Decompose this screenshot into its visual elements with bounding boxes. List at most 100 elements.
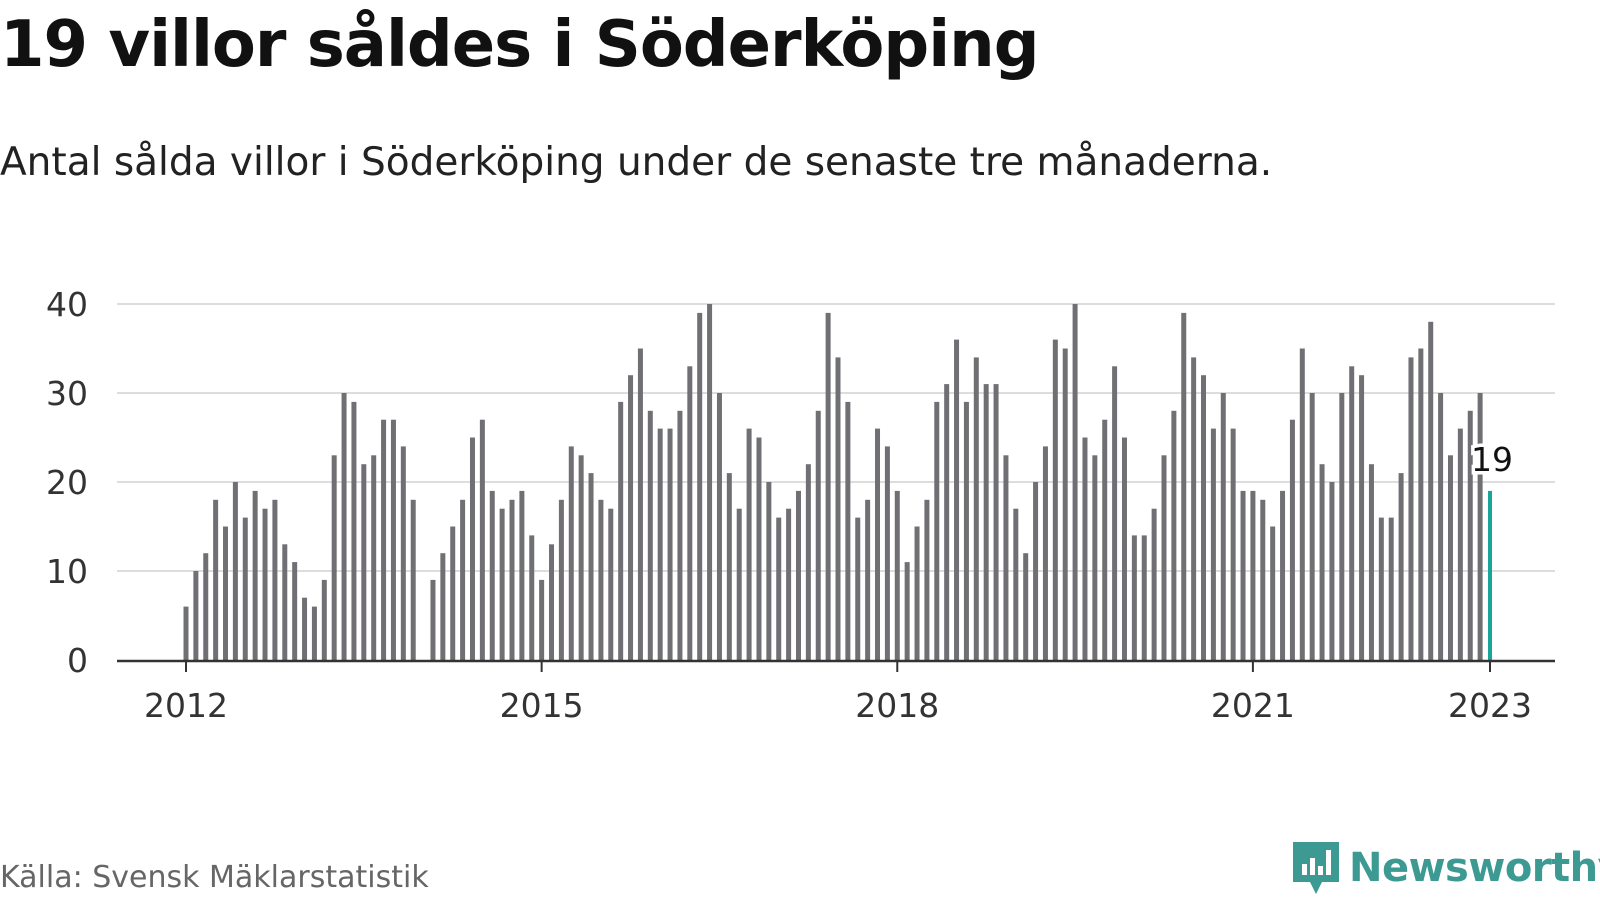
bar: [213, 499, 219, 660]
bar: [1477, 393, 1483, 660]
bar: [608, 508, 614, 660]
bar: [1171, 410, 1177, 660]
bar: [252, 490, 258, 660]
bar: [1319, 464, 1325, 660]
bar: [302, 597, 308, 660]
bar: [805, 464, 811, 660]
bar: [371, 455, 377, 660]
bar: [430, 579, 436, 660]
bar: [1388, 517, 1394, 660]
bar: [1418, 348, 1424, 660]
bar: [746, 428, 752, 660]
chart-subtitle: Antal sålda villor i Söderköping under d…: [0, 140, 1273, 185]
bar: [1447, 455, 1453, 660]
bar: [460, 499, 466, 660]
bar: [786, 508, 792, 660]
bar: [509, 499, 515, 660]
bar: [1191, 357, 1197, 660]
brand-name: Newsworthy: [1349, 845, 1600, 891]
bar: [963, 401, 969, 660]
bar: [1210, 428, 1216, 660]
bar: [1299, 348, 1305, 660]
axes: 0 10 20 30 40 2012 2015 2018 2021 2023: [46, 285, 1555, 725]
bar: [914, 526, 920, 660]
bar: [292, 562, 298, 660]
bar: [845, 401, 851, 660]
bar: [983, 384, 989, 660]
bar: [855, 517, 861, 660]
bar: [1349, 366, 1355, 660]
bar: [825, 312, 831, 660]
y-tick-label: 0: [67, 641, 88, 680]
bar: [361, 464, 367, 660]
bar: [381, 419, 387, 660]
bar: [282, 544, 288, 660]
bar: [1270, 526, 1276, 660]
highlight-value-label: 19: [1471, 440, 1513, 479]
bar: [1112, 366, 1118, 660]
bar: [1151, 508, 1157, 660]
bar: [598, 499, 604, 660]
bar: [529, 535, 535, 660]
bar: [400, 446, 406, 660]
bar: [242, 517, 248, 660]
bar: [835, 357, 841, 660]
bar: [726, 473, 732, 660]
bar: [687, 366, 693, 660]
bar: [321, 579, 327, 660]
bar: [766, 482, 772, 660]
bar: [1359, 375, 1365, 660]
bar: [1428, 321, 1434, 660]
x-tick-label: 2015: [500, 686, 584, 725]
bar: [341, 393, 347, 660]
bar: [1141, 535, 1147, 660]
bar: [183, 606, 189, 660]
bar: [1052, 339, 1058, 660]
bar: [1339, 393, 1345, 660]
bar: [351, 401, 357, 660]
chart-title: 19 villor såldes i Söderköping: [0, 8, 1039, 82]
bar: [1260, 499, 1266, 660]
bar: [193, 571, 199, 660]
bar: [1062, 348, 1068, 660]
bar: [924, 499, 930, 660]
bar: [628, 375, 634, 660]
bar: [707, 304, 713, 660]
bar: [1329, 482, 1335, 660]
bar: [1013, 508, 1019, 660]
bar: [1023, 553, 1029, 660]
bar: [440, 553, 446, 660]
bar: [1467, 410, 1473, 660]
bar: [756, 437, 762, 660]
bar: [667, 428, 673, 660]
bar: [904, 562, 910, 660]
bar: [815, 410, 821, 660]
x-tick-label: 2023: [1448, 686, 1532, 725]
bar: [1082, 437, 1088, 660]
bar: [1072, 304, 1078, 660]
y-tick-label: 20: [46, 463, 88, 502]
bar: [973, 357, 979, 660]
x-tick-label: 2012: [144, 686, 228, 725]
bar: [1398, 473, 1404, 660]
bar: [637, 348, 643, 660]
bar: [311, 606, 317, 660]
bar: [232, 482, 238, 660]
bar: [558, 499, 564, 660]
bar: [1102, 419, 1108, 660]
y-tick-label: 30: [46, 374, 88, 413]
bar: [993, 384, 999, 660]
bar: [223, 526, 229, 660]
bar: [479, 419, 485, 660]
bar: [450, 526, 456, 660]
bar: [1121, 437, 1127, 660]
bar: [1181, 312, 1187, 660]
bar: [1003, 455, 1009, 660]
brand-logo[interactable]: Newsworthy: [1291, 838, 1600, 898]
bar: [390, 419, 396, 660]
bar: [865, 499, 871, 660]
bars: [183, 304, 1492, 660]
bar: [736, 508, 742, 660]
bar: [568, 446, 574, 660]
bar: [884, 446, 890, 660]
